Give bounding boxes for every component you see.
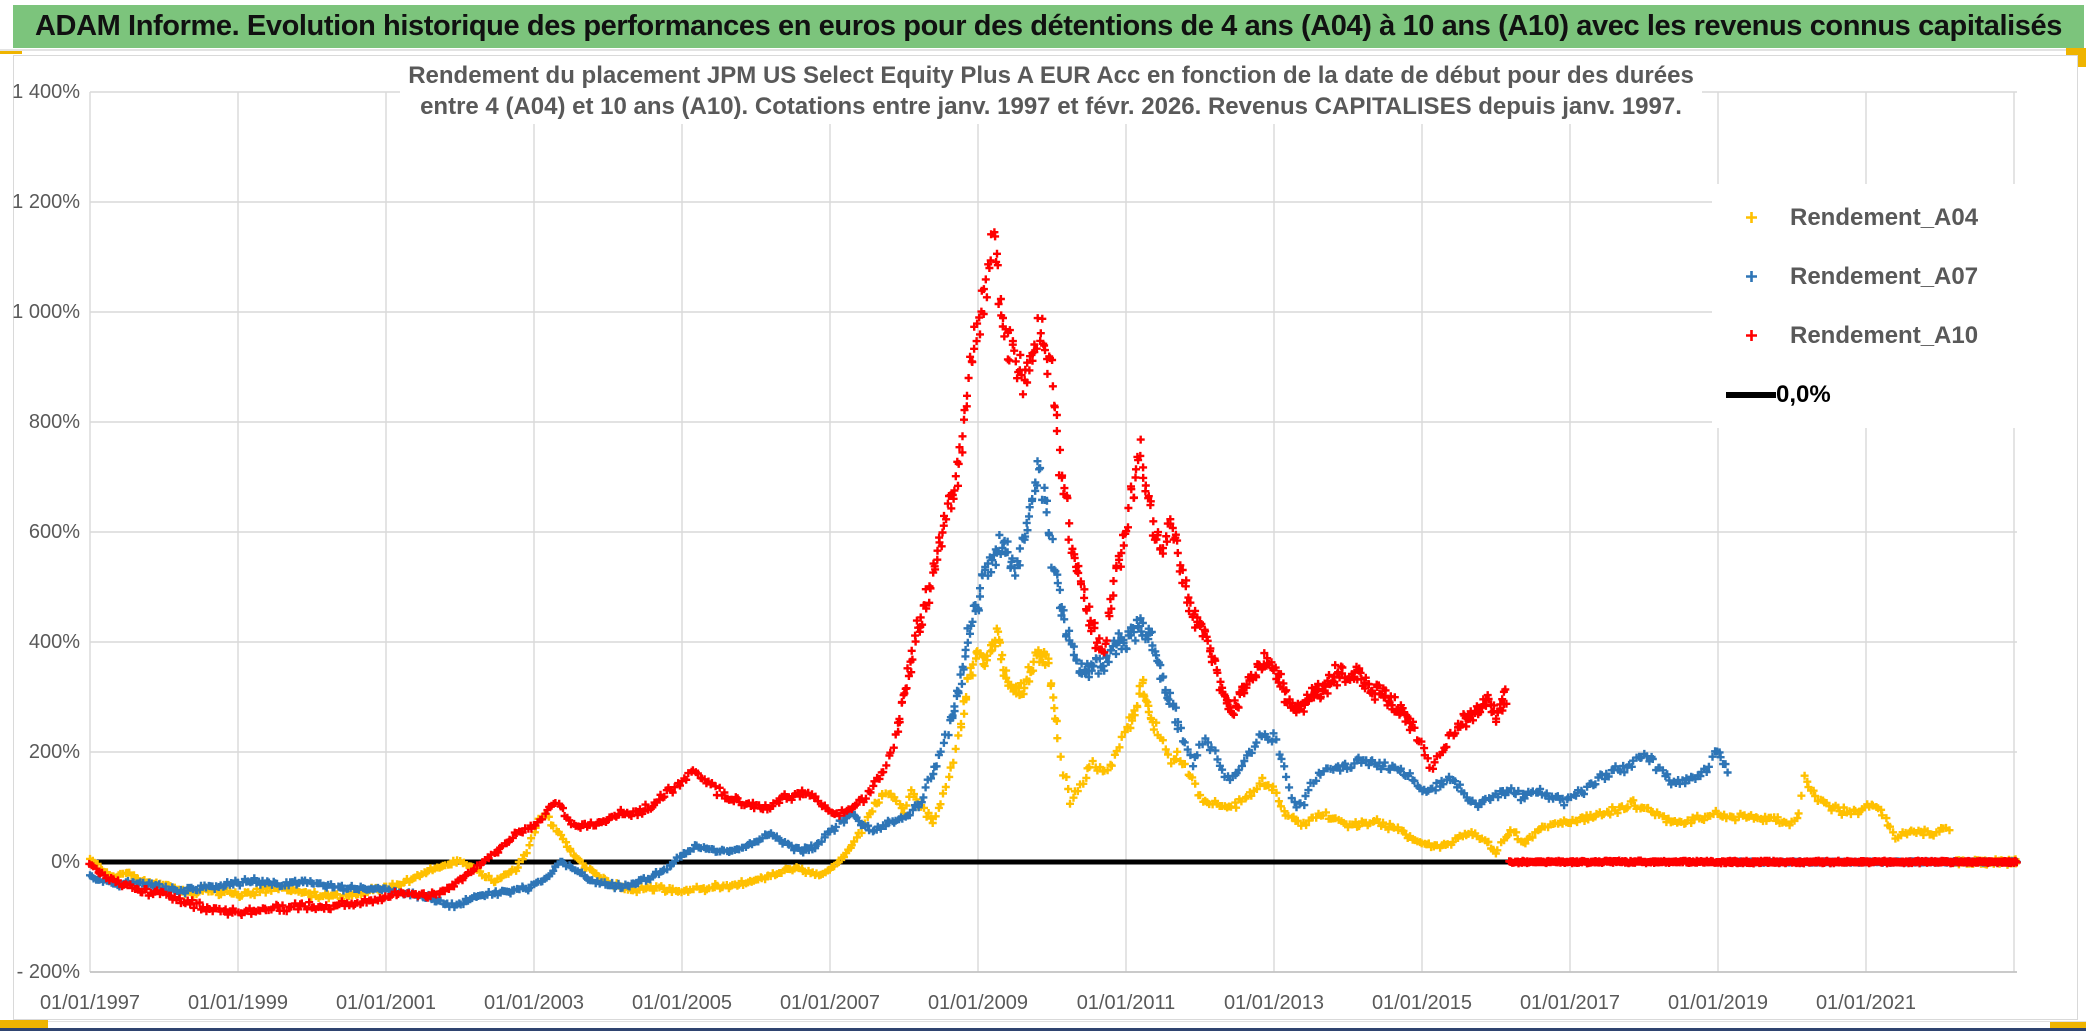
y-tick-label: 1 000% bbox=[12, 301, 80, 323]
y-tick-label: - 200% bbox=[16, 961, 80, 983]
x-tick-label: 01/01/2011 bbox=[1076, 992, 1176, 1014]
page-title: ADAM Informe. Evolution historique des p… bbox=[35, 10, 2062, 42]
legend-plus-marker-icon bbox=[1712, 210, 1790, 225]
legend-label: Rendement_A10 bbox=[1790, 321, 1979, 349]
chart-title-line1: Rendement du placement JPM US Select Equ… bbox=[408, 62, 1694, 89]
series-rendement_a10[interactable] bbox=[85, 228, 2021, 919]
x-tick-label: 01/01/2005 bbox=[631, 992, 733, 1014]
sheet-edge-accent-bottom-left bbox=[0, 1020, 48, 1031]
sheet-bottom-border bbox=[0, 1028, 2086, 1031]
legend-line-swatch bbox=[1712, 391, 1790, 399]
sheet-title-banner: ADAM Informe. Evolution historique des p… bbox=[13, 5, 2084, 48]
x-tick-label: 01/01/2021 bbox=[1815, 992, 1917, 1014]
chart-title[interactable]: Rendement du placement JPM US Select Equ… bbox=[400, 58, 1702, 124]
sheet-edge-accent-top-left bbox=[0, 49, 22, 54]
legend-plus-marker-icon bbox=[1712, 269, 1790, 284]
y-tick-label: 1 400% bbox=[12, 81, 80, 103]
legend-label: Rendement_A04 bbox=[1790, 203, 1979, 231]
y-tick-label: 400% bbox=[28, 631, 80, 653]
legend-item-rendement-a10[interactable]: Rendement_A10 bbox=[1712, 306, 2072, 365]
x-tick-label: 01/01/1999 bbox=[187, 992, 289, 1014]
legend-item-rendement-a07[interactable]: Rendement_A07 bbox=[1712, 247, 2072, 306]
y-tick-label: 600% bbox=[28, 521, 80, 543]
x-tick-label: 01/01/2001 bbox=[335, 992, 437, 1014]
y-tick-label: 800% bbox=[28, 411, 80, 433]
legend-item-rendement-a04[interactable]: Rendement_A04 bbox=[1712, 188, 2072, 247]
divider-line bbox=[0, 49, 2086, 51]
x-tick-label: 01/01/2003 bbox=[483, 992, 585, 1014]
legend-plus-marker-icon bbox=[1712, 328, 1790, 343]
sheet-edge-accent-bottom-right bbox=[2050, 1022, 2086, 1031]
x-tick-label: 01/01/2007 bbox=[779, 992, 881, 1014]
y-tick-label: 1 200% bbox=[12, 191, 80, 213]
series-rendement_a04[interactable] bbox=[86, 624, 2021, 904]
x-tick-label: 01/01/2017 bbox=[1519, 992, 1621, 1014]
legend-label: Rendement_A07 bbox=[1790, 262, 1979, 290]
x-tick-label: 01/01/2019 bbox=[1667, 992, 1769, 1014]
y-tick-label: 0% bbox=[51, 851, 80, 873]
x-tick-label: 01/01/2013 bbox=[1223, 992, 1325, 1014]
x-tick-label: 01/01/1997 bbox=[39, 992, 141, 1014]
y-tick-label: 200% bbox=[28, 741, 80, 763]
x-tick-label: 01/01/2009 bbox=[927, 992, 1029, 1014]
legend-item-0-0-[interactable]: 0,0% bbox=[1712, 365, 2072, 424]
legend-label: 0,0% bbox=[1776, 380, 1831, 408]
chart-legend[interactable]: Rendement_A04 Rendement_A07 Rendement_A10 0… bbox=[1712, 184, 2072, 428]
divider-line-bottom bbox=[0, 1021, 2086, 1022]
chart-title-line2: entre 4 (A04) et 10 ans (A10). Cotations… bbox=[420, 93, 1682, 120]
x-tick-label: 01/01/2015 bbox=[1371, 992, 1473, 1014]
